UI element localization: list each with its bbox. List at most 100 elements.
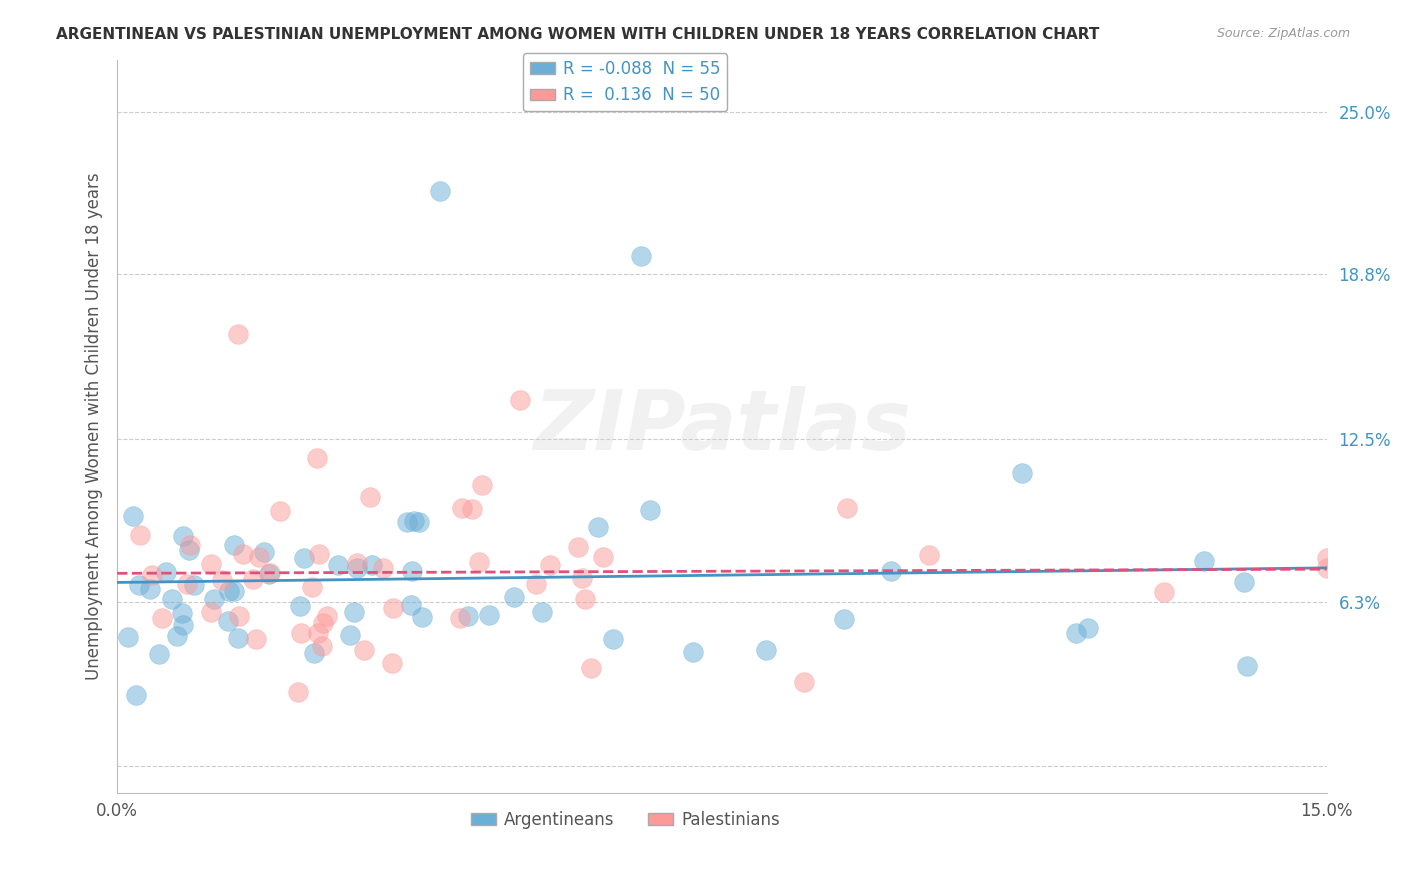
Argentineans: [682, 645, 704, 659]
Argentineans: [1233, 575, 1256, 590]
Argentineans: [326, 558, 349, 572]
Palestinians: [793, 675, 815, 690]
Argentineans: [202, 592, 225, 607]
Argentineans: [588, 519, 610, 533]
Argentineans: [226, 631, 249, 645]
Palestinians: [226, 327, 249, 342]
Argentineans: [755, 643, 778, 657]
Text: Source: ZipAtlas.com: Source: ZipAtlas.com: [1216, 27, 1350, 40]
Argentineans: [1192, 554, 1215, 568]
Argentineans: [183, 578, 205, 592]
Palestinians: [346, 556, 368, 570]
Palestinians: [301, 580, 323, 594]
Text: ZIPatlas: ZIPatlas: [533, 385, 911, 467]
Argentineans: [457, 608, 479, 623]
Argentineans: [166, 629, 188, 643]
Argentineans: [1011, 466, 1033, 480]
Argentineans: [478, 607, 501, 622]
Argentineans: [638, 502, 661, 516]
Palestinians: [509, 392, 531, 407]
Argentineans: [253, 544, 276, 558]
Palestinians: [574, 591, 596, 606]
Argentineans: [288, 599, 311, 613]
Argentineans: [1064, 625, 1087, 640]
Palestinians: [150, 611, 173, 625]
Argentineans: [148, 647, 170, 661]
Palestinians: [450, 500, 472, 515]
Palestinians: [524, 577, 547, 591]
Argentineans: [530, 605, 553, 619]
Argentineans: [503, 591, 526, 605]
Legend: Argentineans, Palestinians: Argentineans, Palestinians: [464, 805, 786, 836]
Argentineans: [172, 617, 194, 632]
Palestinians: [179, 538, 201, 552]
Argentineans: [399, 598, 422, 612]
Argentineans: [832, 612, 855, 626]
Palestinians: [228, 609, 250, 624]
Argentineans: [170, 606, 193, 620]
Palestinians: [141, 568, 163, 582]
Palestinians: [290, 626, 312, 640]
Palestinians: [211, 573, 233, 587]
Palestinians: [247, 549, 270, 564]
Argentineans: [257, 566, 280, 581]
Argentineans: [339, 628, 361, 642]
Palestinians: [287, 685, 309, 699]
Palestinians: [200, 557, 222, 571]
Argentineans: [172, 528, 194, 542]
Argentineans: [292, 551, 315, 566]
Argentineans: [139, 582, 162, 596]
Argentineans: [1236, 659, 1258, 673]
Palestinians: [312, 616, 335, 631]
Argentineans: [155, 565, 177, 579]
Palestinians: [1316, 561, 1339, 575]
Palestinians: [1316, 551, 1339, 566]
Argentineans: [224, 583, 246, 598]
Palestinians: [471, 478, 494, 492]
Palestinians: [311, 639, 333, 653]
Palestinians: [245, 632, 267, 647]
Argentineans: [602, 632, 624, 646]
Palestinians: [315, 608, 337, 623]
Text: ARGENTINEAN VS PALESTINIAN UNEMPLOYMENT AMONG WOMEN WITH CHILDREN UNDER 18 YEARS: ARGENTINEAN VS PALESTINIAN UNEMPLOYMENT …: [56, 27, 1099, 42]
Palestinians: [269, 504, 291, 518]
Palestinians: [837, 501, 859, 516]
Palestinians: [592, 550, 614, 565]
Palestinians: [571, 571, 593, 585]
Argentineans: [361, 558, 384, 572]
Argentineans: [343, 605, 366, 619]
Argentineans: [1077, 621, 1099, 635]
Argentineans: [302, 646, 325, 660]
Argentineans: [408, 515, 430, 529]
Argentineans: [117, 630, 139, 644]
Palestinians: [359, 491, 381, 505]
Argentineans: [121, 508, 143, 523]
Palestinians: [381, 601, 404, 615]
Palestinians: [468, 555, 491, 569]
Argentineans: [880, 564, 903, 578]
Argentineans: [177, 542, 200, 557]
Argentineans: [429, 184, 451, 198]
Palestinians: [579, 661, 602, 675]
Argentineans: [630, 249, 652, 263]
Palestinians: [308, 626, 330, 640]
Argentineans: [402, 514, 425, 528]
Argentineans: [346, 561, 368, 575]
Argentineans: [160, 591, 183, 606]
Y-axis label: Unemployment Among Women with Children Under 18 years: Unemployment Among Women with Children U…: [86, 172, 103, 680]
Palestinians: [176, 577, 198, 591]
Argentineans: [224, 538, 246, 552]
Palestinians: [918, 548, 941, 562]
Argentineans: [217, 614, 239, 628]
Palestinians: [128, 528, 150, 542]
Palestinians: [1153, 584, 1175, 599]
Palestinians: [232, 547, 254, 561]
Palestinians: [567, 540, 589, 554]
Palestinians: [259, 566, 281, 581]
Argentineans: [218, 584, 240, 599]
Palestinians: [371, 560, 394, 574]
Argentineans: [401, 564, 423, 578]
Palestinians: [538, 558, 561, 573]
Palestinians: [449, 610, 471, 624]
Palestinians: [308, 547, 330, 561]
